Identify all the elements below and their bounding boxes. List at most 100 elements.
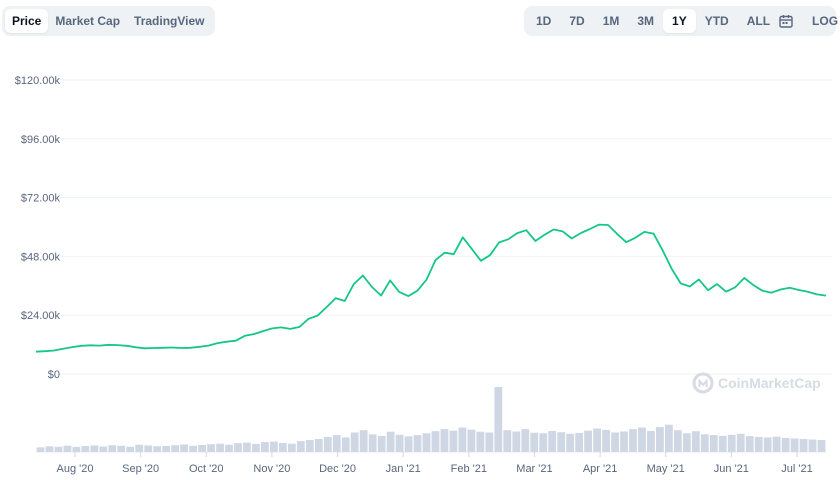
y-tick-label: $96.00k [21,134,61,146]
y-tick-label: $48.00k [21,251,61,263]
volume-bar [395,434,404,452]
calendar-icon[interactable] [779,9,793,33]
volume-bar [287,443,296,452]
volume-bar [727,434,736,452]
tab-tradingview[interactable]: TradingView [134,14,205,28]
volume-bar [754,436,763,452]
volume-bar [296,441,305,452]
range-1m[interactable]: 1M [602,14,620,28]
range-1y[interactable]: 1Y [663,9,696,33]
volume-bar [81,446,90,452]
volume-bar [126,446,135,452]
volume-bar [602,429,610,452]
price-line [35,223,827,353]
volume-bar [593,428,601,452]
volume-bar [700,434,709,452]
volume-bar [234,443,242,452]
volume-bar [261,442,269,452]
volume-bar [638,427,646,452]
volume-bar [422,433,431,452]
y-tick-label: $72.00k [21,193,61,205]
x-tick-label: Dec '20 [319,463,356,475]
range-ytd[interactable]: YTD [704,14,729,28]
x-tick-label: Mar '21 [516,463,552,475]
volume-bar [629,429,637,452]
volume-bar [63,445,72,452]
x-tick-label: Sep '20 [122,463,159,475]
volume-bar [278,442,287,452]
volume-bar [243,442,251,452]
volume-bar [377,435,386,452]
volume-bar [673,430,682,452]
watermark: CoinMarketCap [692,372,821,394]
volume-bar [117,445,126,452]
volume-bar [216,443,224,452]
volume-bar [512,431,521,452]
volume-bar [665,424,673,452]
x-tick-label: Oct '20 [189,463,224,475]
time-range-tabs: 1D 7D 1M 3M 1Y YTD ALL LOG [524,6,838,36]
x-tick-label: Jul '21 [781,463,812,475]
y-tick-label: $24.00k [21,310,61,322]
volume-bar [494,387,503,452]
volume-bar [575,433,584,452]
tab-market-cap[interactable]: Market Cap [55,14,121,28]
volume-bar [449,430,458,452]
volume-bar [772,436,781,452]
volume-bar [817,440,826,452]
volume-bar [548,430,557,452]
volume-bar [386,431,395,452]
volume-bar [611,432,619,452]
volume-bar [691,431,700,452]
range-1d[interactable]: 1D [536,14,552,28]
x-tick-label: Feb '21 [451,463,487,475]
range-7d[interactable]: 7D [569,14,585,28]
coinmarketcap-logo-icon [692,372,714,394]
volume-bar [620,431,628,452]
watermark-text: CoinMarketCap [718,375,821,391]
x-tick-label: Jan '21 [386,463,421,475]
volume-bar [225,444,233,452]
volume-bar [763,437,772,452]
volume-bar [718,435,727,452]
volume-bar [341,437,350,452]
range-all[interactable]: ALL [746,14,771,28]
volume-bar [36,447,45,452]
volume-bar [305,440,314,452]
volume-bar [647,430,655,452]
volume-bar [539,433,548,452]
volume-bar [808,439,817,452]
volume-bar [270,441,278,452]
volume-bar [467,429,476,452]
volume-bar [332,435,341,452]
volume-bar [108,445,117,452]
volume-bar [656,427,664,452]
chart-type-tabs: Price Market Cap TradingView [2,6,215,36]
y-tick-label: $0 [48,369,60,381]
volume-bar [171,445,180,452]
volume-bar [476,431,485,452]
range-3m[interactable]: 3M [637,14,655,28]
x-tick-label: May '21 [647,463,685,475]
volume-bar [799,439,808,452]
volume-bar [144,445,153,452]
volume-bar [530,432,539,452]
volume-bar [72,447,81,452]
volume-bar [54,446,63,452]
volume-bar [431,431,440,452]
x-tick-label: Aug '20 [57,463,94,475]
volume-bar [404,436,413,452]
y-tick-label: $120.00k [15,75,61,87]
volume-bar [584,430,592,452]
volume-bar [485,432,494,452]
tab-price[interactable]: Price [5,9,49,33]
volume-bar [350,432,359,452]
x-tick-label: Jun '21 [714,463,749,475]
volume-bar [162,446,171,452]
volume-bar [503,430,512,452]
volume-bar [153,446,162,452]
volume-bar [413,435,422,452]
volume-bar [682,433,691,452]
log-scale-toggle[interactable]: LOG [812,14,839,28]
